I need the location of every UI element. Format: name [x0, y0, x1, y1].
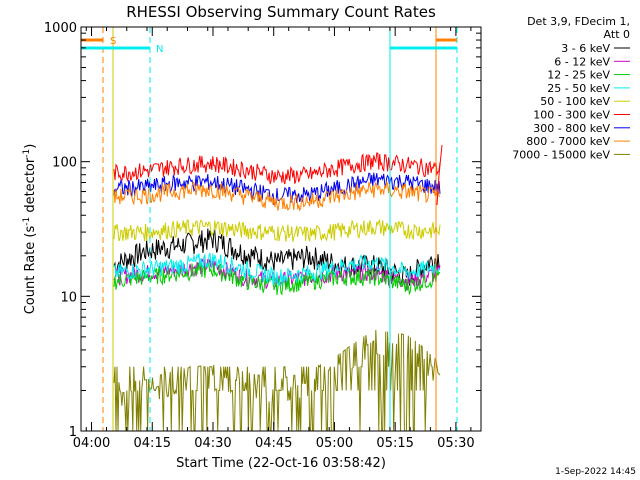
y-axis-label-end: ): [23, 144, 38, 149]
legend-label: 12 - 25 keV: [547, 69, 610, 82]
footer-timestamp: 1-Sep-2022 14:45: [555, 467, 636, 477]
marker-lines: [102, 27, 458, 431]
series-line-0: [113, 228, 441, 286]
y-axis-label-main: Count Rate (s: [23, 226, 38, 315]
legend-label: 3 - 6 keV: [561, 42, 610, 55]
legend-header-line2: Att 0: [604, 28, 630, 41]
legend-label: 300 - 800 keV: [533, 122, 610, 135]
legend-header-line1: Det 3,9, FDecim 1,: [527, 15, 630, 28]
x-tick-label: 04:45: [255, 436, 292, 451]
x-axis-label: Start Time (22-Oct-16 03:58:42): [176, 456, 386, 471]
legend-label: 100 - 300 keV: [533, 109, 610, 122]
plot-frame: [80, 26, 482, 432]
y-axis-label: Count Rate (s-1 detector-1): [22, 144, 38, 315]
x-axis-ticks: 04:00 04:15 04:30 04:45 05:00 05:15 05:30: [73, 27, 475, 451]
x-tick-label: 05:00: [316, 436, 353, 451]
series-line-8: [113, 329, 441, 432]
y-axis-ticks: 1 10 100 1000: [44, 21, 481, 440]
y-tick-label: 100: [52, 156, 77, 171]
y-axis-label-sup1: -1: [22, 217, 32, 226]
saa-label: S: [110, 36, 116, 47]
flare-spike: [436, 144, 443, 206]
y-tick-label: 10: [60, 290, 77, 305]
legend-label: 50 - 100 keV: [540, 95, 610, 108]
chart-title: RHESSI Observing Summary Count Rates: [126, 3, 436, 21]
x-tick-label: 04:15: [134, 436, 171, 451]
x-tick-label: 05:15: [376, 436, 413, 451]
y-axis-label-mid: detector: [23, 157, 38, 217]
series-line-2: [113, 261, 441, 296]
x-tick-label: 04:30: [194, 436, 231, 451]
legend-label: 7000 - 15000 keV: [512, 148, 610, 161]
series-line-4: [113, 219, 441, 243]
series-line-3: [113, 252, 441, 287]
x-tick-label: 04:00: [73, 436, 110, 451]
series-layer: [113, 144, 443, 432]
series-line-7: [113, 180, 441, 212]
y-axis-label-sup2: -1: [22, 149, 32, 158]
legend-label: 800 - 7000 keV: [526, 135, 610, 148]
legend-label: 25 - 50 keV: [547, 82, 610, 95]
x-tick-label: 05:30: [437, 436, 474, 451]
y-tick-label: 1000: [44, 21, 77, 36]
legend-label: 6 - 12 keV: [554, 55, 610, 68]
night-label: N: [156, 44, 163, 55]
marker-bars: SN: [81, 36, 457, 55]
y-tick-label: 1: [69, 425, 77, 440]
series-line-5: [113, 152, 441, 185]
